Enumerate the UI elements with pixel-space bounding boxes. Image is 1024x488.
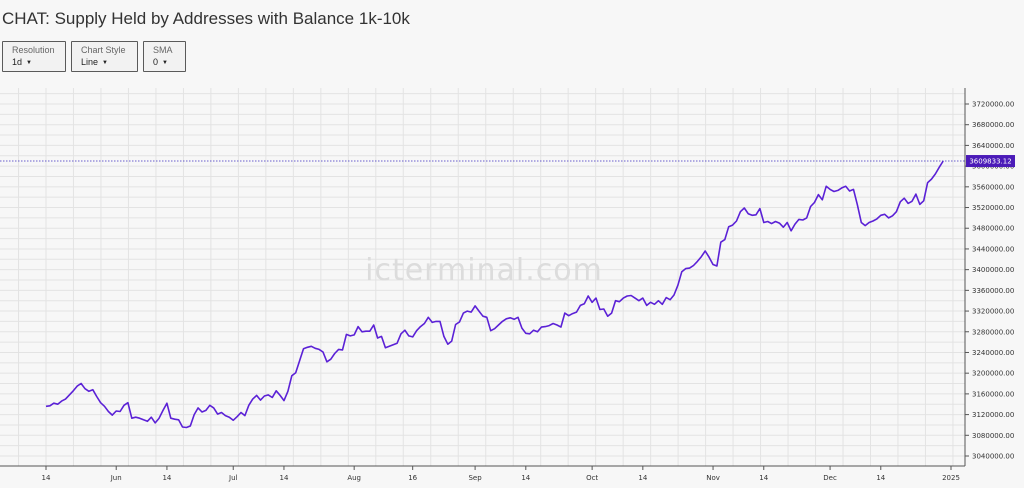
y-tick-label: 3680000.00 <box>972 121 1014 129</box>
sma-dropdown[interactable]: SMA 0 ▼ <box>143 41 186 72</box>
y-tick-label: 3440000.00 <box>972 245 1014 253</box>
resolution-label: Resolution <box>12 45 55 55</box>
caret-down-icon: ▼ <box>162 60 168 66</box>
y-tick-label: 3360000.00 <box>972 287 1014 295</box>
y-tick-label: 3200000.00 <box>972 370 1014 378</box>
y-tick-label: 3560000.00 <box>972 183 1014 191</box>
y-tick-label: 3160000.00 <box>972 390 1014 398</box>
last-value-marker: 3609833.12 <box>0 155 1015 168</box>
y-tick-label: 3480000.00 <box>972 225 1014 233</box>
y-tick-label: 3520000.00 <box>972 204 1014 212</box>
x-axis: 14 Jun 14 Jul 14 Aug 16 Sep 14 Oct 14 Nov 14 Dec 14 202… <box>42 466 960 482</box>
x-tick-label: 14 <box>638 474 647 482</box>
x-tick-label: Jun <box>110 474 122 482</box>
chart-style-label: Chart Style <box>81 45 126 55</box>
y-tick-label: 3720000.00 <box>972 101 1014 109</box>
x-tick-label: 2025 <box>942 474 960 482</box>
series-line <box>45 160 944 429</box>
x-tick-label: Aug <box>347 474 361 482</box>
y-tick-label: 3280000.00 <box>972 328 1014 336</box>
y-tick-label: 3080000.00 <box>972 432 1014 440</box>
y-tick-label: 3400000.00 <box>972 266 1014 274</box>
chart-grid <box>0 88 965 466</box>
watermark: icterminal.com <box>365 253 603 288</box>
y-tick-label: 3120000.00 <box>972 411 1014 419</box>
x-tick-label: Jul <box>228 474 238 482</box>
y-tick-label: 3040000.00 <box>972 453 1014 461</box>
x-tick-label: Oct <box>586 474 598 482</box>
y-tick-label: 3320000.00 <box>972 308 1014 316</box>
y-tick-label: 3240000.00 <box>972 349 1014 357</box>
caret-down-icon: ▼ <box>26 60 32 66</box>
current-value-label: 3609833.12 <box>969 158 1011 166</box>
chart-style-value: Line <box>81 57 99 67</box>
resolution-dropdown[interactable]: Resolution 1d ▼ <box>2 41 66 72</box>
x-tick-label: 14 <box>42 474 51 482</box>
x-tick-label: 14 <box>162 474 171 482</box>
x-tick-label: Sep <box>468 474 482 482</box>
x-tick-label: 14 <box>759 474 768 482</box>
sma-label: SMA <box>153 45 173 55</box>
x-tick-label: 14 <box>521 474 530 482</box>
x-tick-label: 14 <box>279 474 288 482</box>
current-value-box <box>966 155 1015 168</box>
resolution-value: 1d <box>12 57 23 67</box>
caret-down-icon: ▼ <box>102 60 108 66</box>
series-group <box>45 160 944 429</box>
x-tick-label: 16 <box>408 474 417 482</box>
x-tick-label: Dec <box>823 474 837 482</box>
x-tick-label: Nov <box>706 474 720 482</box>
y-tick-label: 3640000.00 <box>972 142 1014 150</box>
chart-title: CHAT: Supply Held by Addresses with Bala… <box>2 9 410 28</box>
y-axis: 3040000.00 3080000.00 3120000.00 3160000.00… <box>965 101 1014 461</box>
chart-style-dropdown[interactable]: Chart Style Line ▼ <box>71 41 138 72</box>
chart-axes <box>0 88 966 467</box>
x-tick-label: 14 <box>876 474 885 482</box>
sma-value: 0 <box>153 57 159 67</box>
